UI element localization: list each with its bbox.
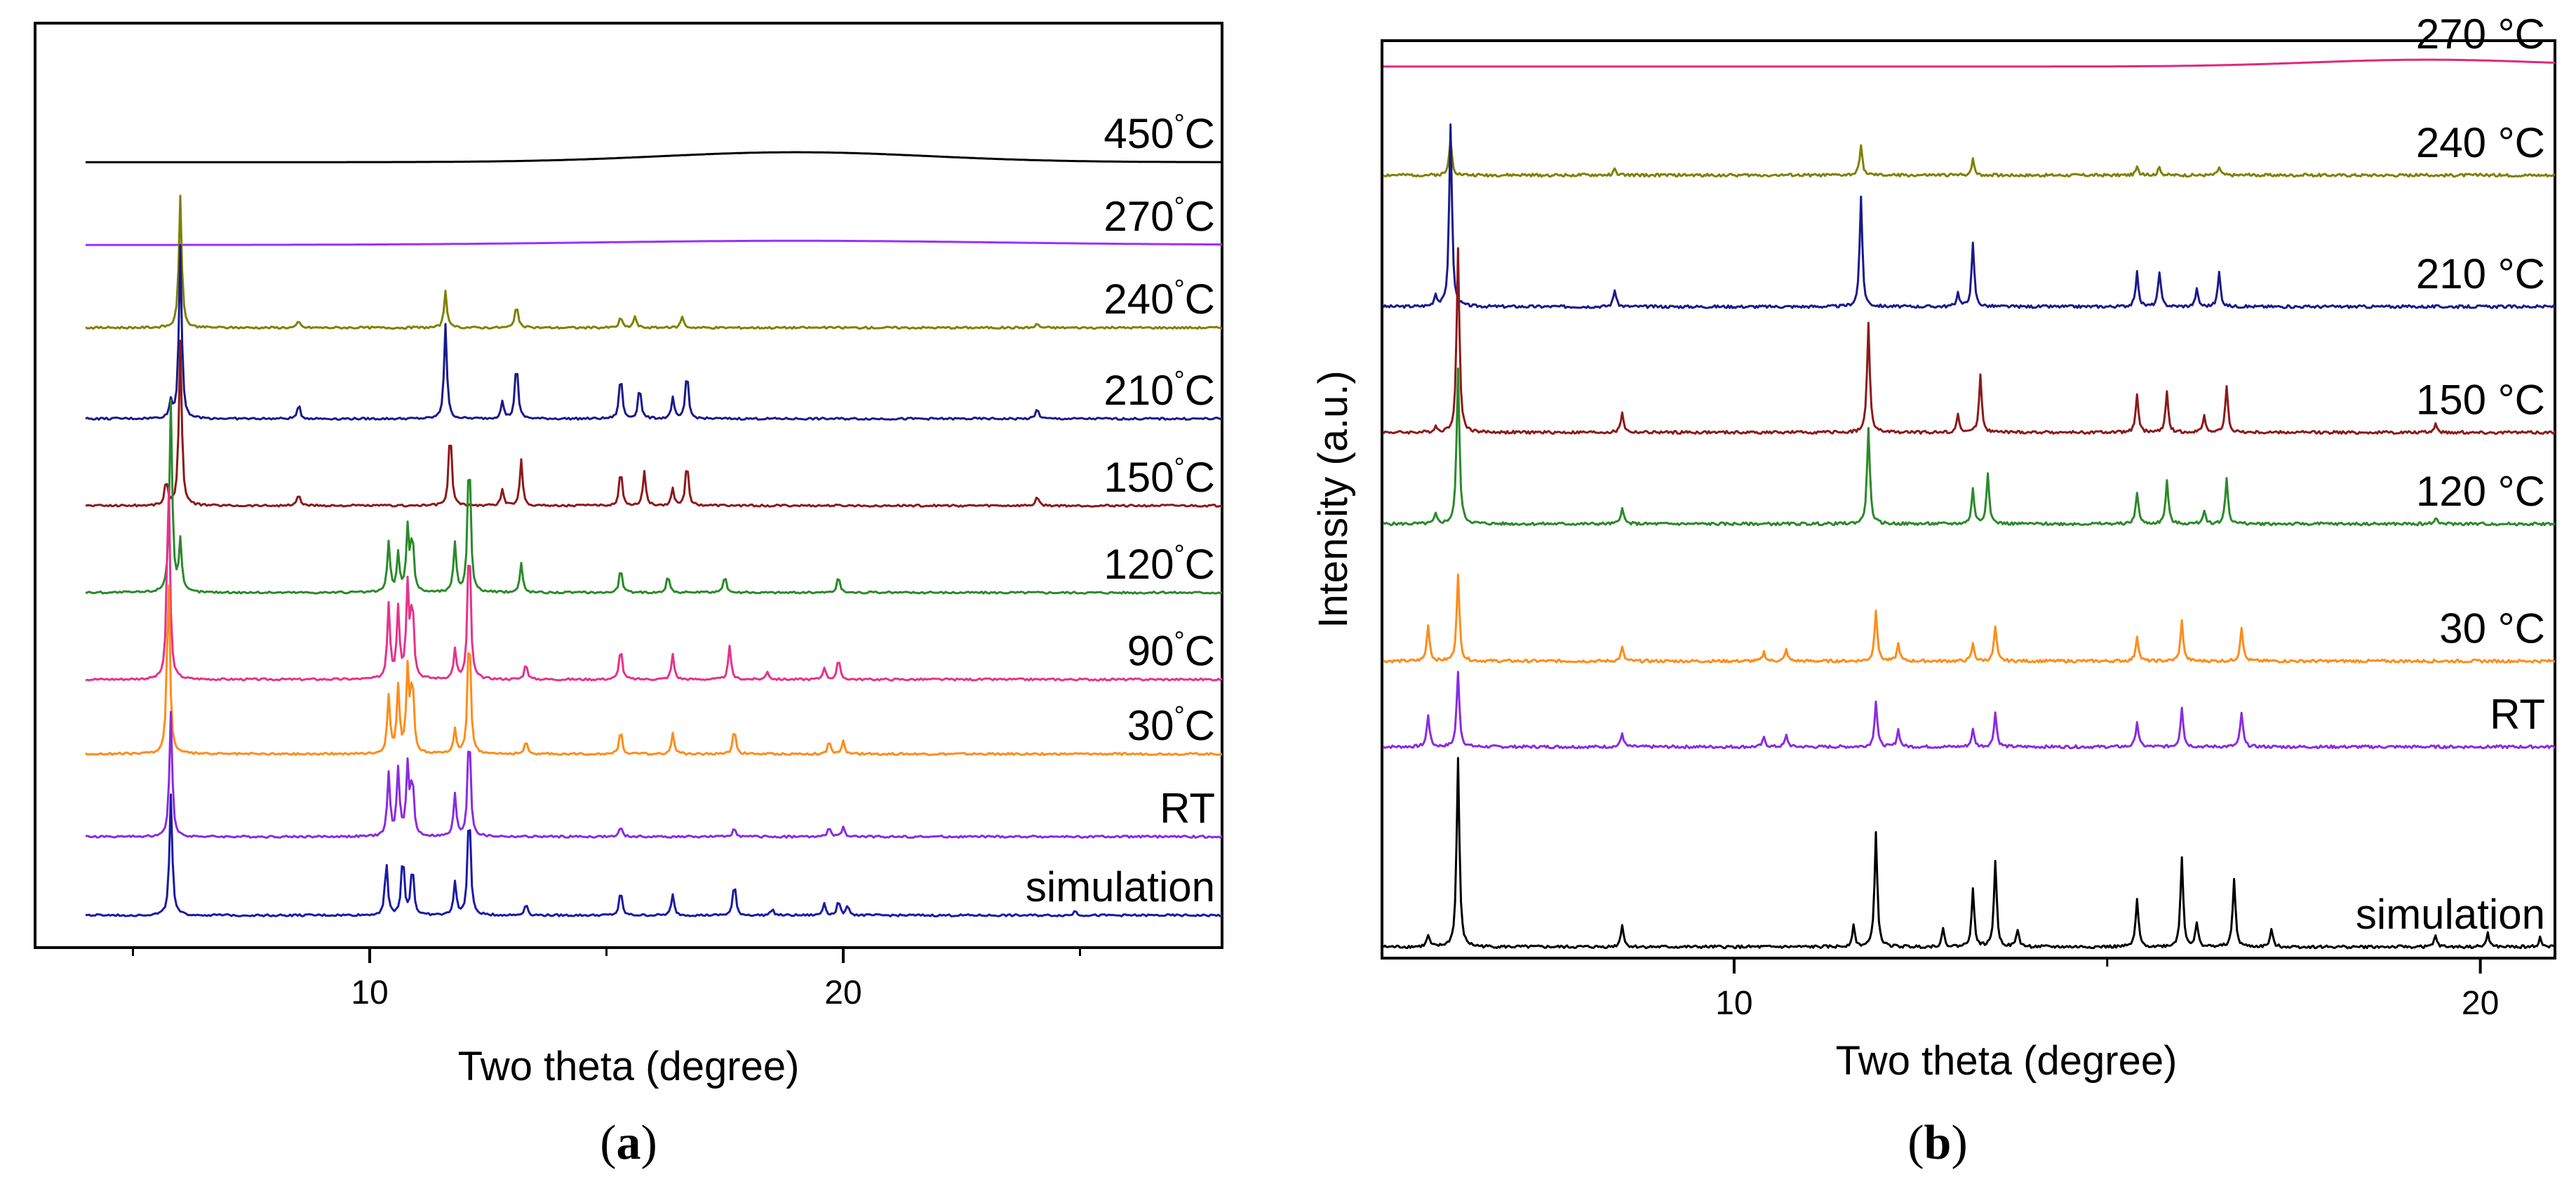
series-line-rt xyxy=(1383,671,2556,750)
series-label-rt: RT xyxy=(2490,691,2545,738)
series-label-90-c: 90°C xyxy=(1127,627,1215,675)
series-label-simulation: simulation xyxy=(1026,863,1215,910)
series-label-240-c: 240 °C xyxy=(2416,119,2545,166)
panel-b-label: (b) xyxy=(1907,1116,1968,1170)
series-line-simulation xyxy=(1382,757,2556,950)
series-line-rt xyxy=(85,711,1223,839)
x-tick-label-20: 20 xyxy=(2462,985,2499,1022)
series-line-240-c xyxy=(1383,138,2556,178)
series-line-150-c xyxy=(1382,247,2556,435)
series-label-450-c: 450°C xyxy=(1103,109,1215,157)
panel-a-frame xyxy=(34,22,1223,949)
panel-a-label: (a) xyxy=(600,1116,657,1170)
panel-b-frame xyxy=(1381,39,2556,960)
series-label-simulation: simulation xyxy=(2356,891,2545,938)
series-label-240-c: 240°C xyxy=(1103,275,1215,323)
panel-b: 270 °C 240 °C 210 °C 150 °C 120 °C 30 °C RT sim… xyxy=(1310,11,2556,1170)
series-label-210-c: 210 °C xyxy=(2416,250,2545,297)
series-line-120-c xyxy=(1383,367,2556,527)
panel-a-series xyxy=(85,151,1223,917)
series-line-270-c xyxy=(86,239,1222,246)
panel-b-y-axis-label: Intensity (a.u.) xyxy=(1310,370,1356,628)
panel-a-x-ticks: 10 20 xyxy=(132,948,1081,1011)
panel-b-series xyxy=(1382,58,2556,950)
series-line-270-c xyxy=(1383,58,2556,68)
panel-a-x-axis-label: Two theta (degree) xyxy=(458,1044,800,1089)
x-tick-label-10: 10 xyxy=(351,974,388,1011)
series-label-30-c: 30°C xyxy=(1127,701,1215,749)
panel-b-x-axis-label: Two theta (degree) xyxy=(1836,1038,2178,1084)
series-label-270-c: 270°C xyxy=(1103,192,1215,240)
series-line-210-c xyxy=(85,244,1223,421)
series-label-150-c: 150°C xyxy=(1103,453,1215,501)
series-label-210-c: 210°C xyxy=(1103,366,1215,414)
series-label-120-c: 120°C xyxy=(1103,540,1215,588)
series-line-30-c xyxy=(85,584,1223,756)
series-line-90-c xyxy=(85,487,1223,682)
series-line-210-c xyxy=(1382,123,2556,309)
x-tick-label-20: 20 xyxy=(824,974,861,1011)
x-tick-label-10: 10 xyxy=(1715,985,1752,1022)
series-label-120-c: 120 °C xyxy=(2416,468,2545,515)
panel-a-series-labels: 450°C 270°C 240°C 210°C 150°C 120°C 90°C 30°C RT… xyxy=(1026,109,1215,910)
series-line-30-c xyxy=(1383,573,2556,664)
series-label-270-c: 270 °C xyxy=(2416,11,2545,58)
series-label-rt: RT xyxy=(1160,785,1215,832)
series-line-240-c xyxy=(85,194,1223,330)
panel-a: 450°C 270°C 240°C 210°C 150°C 120°C 90°C 30°C RT… xyxy=(34,22,1223,1170)
panel-b-series-labels: 270 °C 240 °C 210 °C 150 °C 120 °C 30 °C RT sim… xyxy=(2356,11,2545,938)
series-label-30-c: 30 °C xyxy=(2439,605,2545,652)
series-line-150-c xyxy=(85,339,1223,508)
series-label-150-c: 150 °C xyxy=(2416,377,2545,424)
series-line-simulation xyxy=(85,793,1223,917)
panel-b-x-ticks: 10 20 xyxy=(1715,958,2499,1022)
series-line-120-c xyxy=(85,399,1223,595)
series-line-450-c xyxy=(86,151,1222,163)
